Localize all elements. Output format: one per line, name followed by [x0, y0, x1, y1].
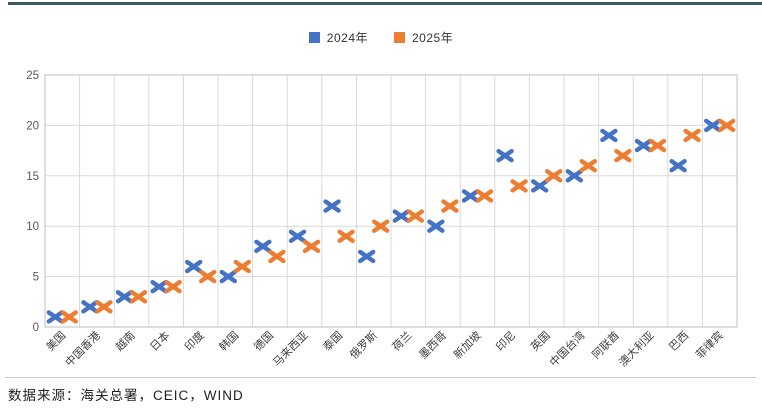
x-marker-2024年	[427, 219, 445, 233]
legend-label-2025: 2025年	[412, 31, 454, 45]
x-marker-2024年	[634, 138, 653, 153]
x-marker-2024年	[323, 199, 341, 213]
x-axis-category-label: 印尼	[493, 329, 518, 354]
legend-swatch-2025	[394, 32, 405, 43]
x-marker-2024年	[219, 269, 238, 284]
x-marker-2024年	[254, 239, 272, 254]
x-marker-2025年	[95, 300, 113, 314]
x-axis-category-label: 中国香港	[63, 329, 103, 369]
footer-separator-line	[5, 377, 756, 378]
x-axis-category-label: 泰国	[320, 328, 345, 353]
x-axis-category-label: 俄罗斯	[347, 329, 380, 362]
x-marker-2024年	[46, 310, 64, 324]
x-marker-2025年	[268, 249, 286, 264]
legend-item-2025: 2025年	[394, 29, 453, 46]
x-axis-category-label: 英国	[527, 328, 552, 353]
x-marker-2024年	[150, 279, 168, 294]
x-marker-2025年	[510, 179, 528, 193]
x-marker-2025年	[129, 290, 148, 304]
x-axis-category-label: 越南	[112, 328, 137, 353]
x-marker-2025年	[614, 148, 632, 163]
y-axis-tick-label: 0	[33, 322, 39, 334]
chart-legend: 2024年 2025年	[0, 29, 762, 46]
x-marker-2025年	[579, 159, 597, 173]
x-axis-category-label: 阿联酋	[589, 328, 622, 361]
x-marker-2024年	[496, 148, 514, 163]
x-marker-2025年	[233, 259, 252, 274]
y-axis-tick-label: 15	[26, 171, 39, 183]
x-marker-2024年	[184, 259, 203, 274]
x-axis-category-label: 荷兰	[390, 329, 415, 354]
x-axis-category-label: 印度	[181, 328, 206, 353]
x-marker-2025年	[683, 128, 701, 143]
x-axis-category-label: 马来西亚	[270, 329, 310, 369]
x-marker-2025年	[164, 279, 182, 294]
x-marker-2024年	[461, 189, 480, 203]
legend-swatch-2024	[308, 32, 320, 43]
x-axis-category-label: 德国	[251, 328, 276, 353]
top-border-line	[8, 2, 762, 5]
x-marker-2024年	[531, 179, 549, 193]
x-axis-category-label: 中国台湾	[546, 328, 587, 369]
x-axis-category-label: 美国	[44, 329, 69, 354]
x-axis-category-label: 韩国	[216, 328, 241, 353]
legend-label-2024: 2024年	[326, 31, 368, 45]
x-marker-2024年	[81, 300, 99, 314]
x-marker-2025年	[302, 239, 321, 254]
x-marker-2025年	[545, 169, 563, 183]
x-axis-category-label: 巴西	[667, 330, 691, 354]
x-axis-category-label: 澳大利亚	[616, 328, 657, 369]
x-marker-2025年	[337, 229, 355, 243]
x-marker-2024年	[669, 159, 687, 173]
x-marker-2024年	[600, 128, 618, 143]
x-marker-2025年	[441, 199, 459, 213]
x-axis-category-label: 墨西哥	[416, 329, 449, 362]
x-axis-category-label: 菲律宾	[693, 328, 726, 361]
x-marker-2025年	[718, 118, 736, 133]
x-marker-2025年	[198, 269, 217, 284]
legend-item-2024: 2024年	[308, 29, 368, 46]
x-axis-category-label: 日本	[147, 328, 172, 353]
x-marker-2024年	[358, 249, 376, 264]
plot-border	[44, 74, 738, 328]
x-marker-2025年	[372, 219, 390, 233]
y-axis-tick-label: 20	[26, 120, 39, 132]
y-axis-tick-label: 10	[26, 221, 39, 233]
x-marker-2025年	[60, 310, 79, 324]
x-marker-2025年	[406, 209, 424, 223]
x-marker-2025年	[648, 138, 667, 153]
x-marker-2025年	[475, 189, 494, 203]
x-marker-2024年	[565, 169, 583, 183]
data-source-note: 数据来源：海关总署，CEIC，WIND	[8, 388, 244, 403]
x-marker-2024年	[392, 209, 410, 223]
y-axis-tick-label: 5	[33, 272, 39, 284]
y-axis-tick-label: 25	[26, 70, 39, 82]
x-axis-category-label: 新加坡	[450, 328, 483, 361]
x-marker-2024年	[288, 229, 307, 243]
x-marker-2024年	[704, 118, 722, 133]
x-marker-2024年	[115, 290, 134, 304]
